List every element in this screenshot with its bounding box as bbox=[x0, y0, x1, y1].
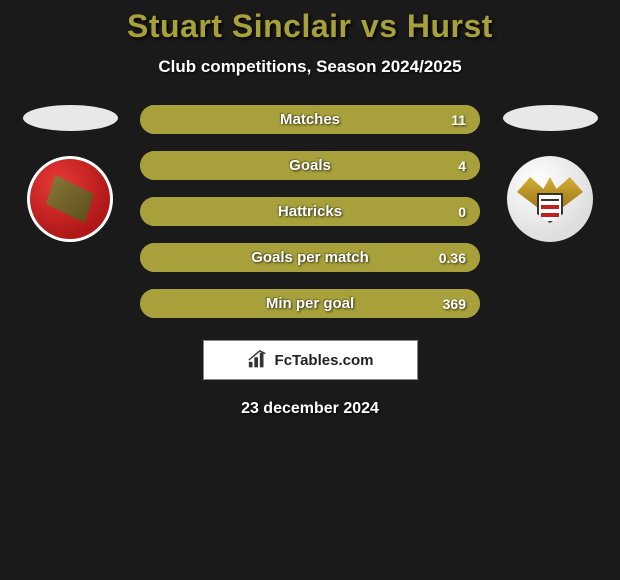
stat-bar-fill bbox=[140, 151, 480, 180]
stats-column: Matches11 Goals4 Hattricks0 Goals per match… bbox=[140, 105, 480, 318]
comparison-card: Stuart Sinclair vs Hurst Club competitio… bbox=[0, 0, 620, 418]
subtitle: Club competitions, Season 2024/2025 bbox=[0, 57, 620, 77]
stat-bar: Matches11 bbox=[140, 105, 480, 134]
club-badge-left bbox=[27, 156, 113, 242]
date-line: 23 december 2024 bbox=[0, 400, 620, 418]
stat-bar-fill bbox=[140, 105, 480, 134]
stat-bar-fill bbox=[140, 243, 480, 272]
player-oval-right bbox=[503, 105, 598, 131]
doncaster-crest-icon bbox=[525, 169, 575, 229]
left-player-col bbox=[20, 105, 120, 242]
player-oval-left bbox=[23, 105, 118, 131]
club-badge-right bbox=[507, 156, 593, 242]
attribution-text: FcTables.com bbox=[275, 352, 374, 369]
stat-bar-fill bbox=[140, 197, 480, 226]
stat-bar: Min per goal369 bbox=[140, 289, 480, 318]
stat-bar-fill bbox=[140, 289, 480, 318]
bar-chart-icon bbox=[247, 350, 269, 370]
stat-bar: Hattricks0 bbox=[140, 197, 480, 226]
attribution-box: FcTables.com bbox=[203, 340, 418, 380]
stat-bar: Goals4 bbox=[140, 151, 480, 180]
main-row: Matches11 Goals4 Hattricks0 Goals per match… bbox=[0, 105, 620, 318]
page-title: Stuart Sinclair vs Hurst bbox=[0, 8, 620, 45]
right-player-col bbox=[500, 105, 600, 242]
walsall-swift-icon bbox=[46, 175, 94, 223]
stat-bar: Goals per match0.36 bbox=[140, 243, 480, 272]
